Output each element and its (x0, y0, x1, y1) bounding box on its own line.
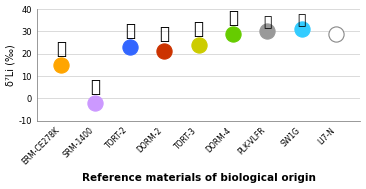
Point (299, 28, 305, 31)
X-axis label: Reference materials of biological origin: Reference materials of biological origin (82, 174, 315, 184)
Point (230, 32, 236, 35)
Point (92, 101, 98, 104)
Text: 🦐: 🦐 (263, 15, 272, 29)
Point (196, 43, 202, 46)
Point (265, 30, 270, 33)
Text: 🦈: 🦈 (228, 9, 238, 27)
Text: 🦈: 🦈 (159, 25, 169, 43)
Point (161, 50, 167, 53)
Text: 🦴: 🦴 (90, 78, 100, 96)
Text: 🦪: 🦪 (56, 40, 66, 58)
Text: 🦞: 🦞 (125, 22, 135, 40)
Point (333, 32, 339, 35)
Point (58, 63, 64, 66)
Point (127, 46, 132, 49)
Y-axis label: δ⁷Li (‰): δ⁷Li (‰) (5, 44, 16, 86)
Text: 🦞: 🦞 (194, 20, 203, 38)
Text: 💧: 💧 (298, 13, 306, 27)
